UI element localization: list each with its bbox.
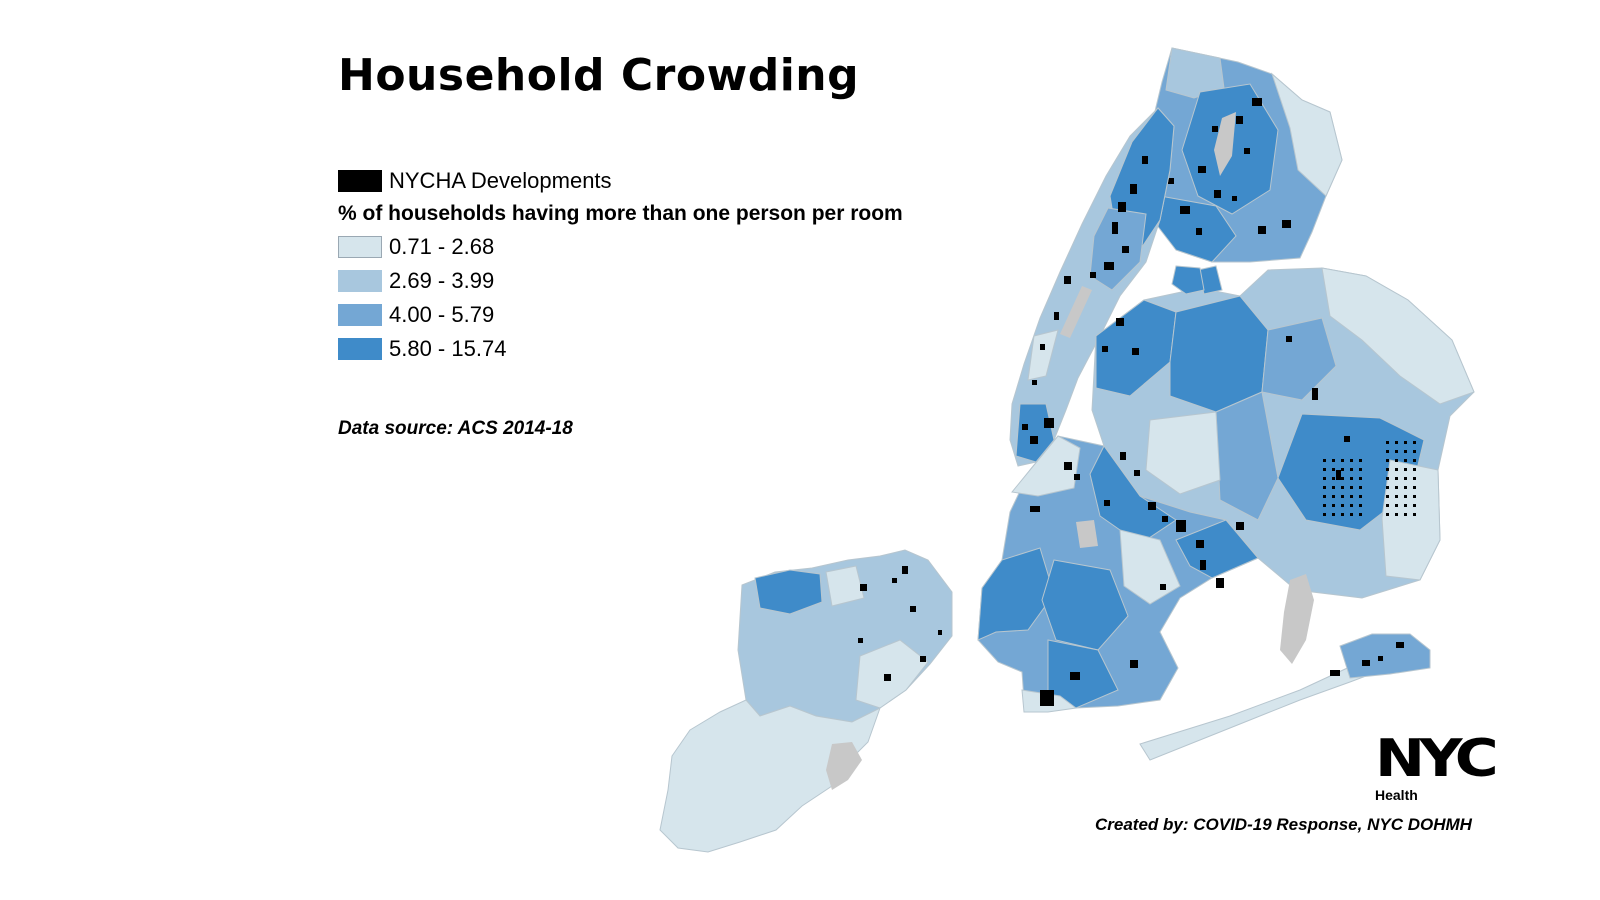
borough-staten-island: [659, 549, 953, 853]
rockaway-peninsula: [1139, 633, 1431, 761]
si-fresh-kills: [826, 742, 862, 790]
nycha-label: NYCHA Developments: [389, 168, 612, 193]
brooklyn-southeast-dark: [1175, 519, 1259, 579]
queens-airport-jfk: [1280, 574, 1314, 664]
class-1-swatch: [338, 236, 382, 258]
manhattan-central-park: [1060, 286, 1092, 338]
manhattan-west-light: [1027, 329, 1059, 381]
queens-nycha: [1102, 318, 1350, 480]
borough-bronx: [1139, 47, 1343, 263]
nyc-health-logo: NYC Health: [1375, 733, 1515, 803]
data-source: Data source: ACS 2014-18: [338, 418, 573, 439]
brooklyn-sunset-dark: [977, 547, 1055, 641]
borough-brooklyn: [977, 435, 1259, 713]
nycha-swatch: [338, 170, 382, 192]
si-nycha: [858, 566, 942, 681]
legend-item-class-1: 0.71 - 2.68: [338, 230, 998, 264]
legend-item-class-2: 2.69 - 3.99: [338, 264, 998, 298]
map-title: Household Crowding: [338, 50, 860, 101]
queens-northeast-light: [1321, 267, 1475, 405]
queens-south-mid: [1215, 391, 1279, 521]
si-mid-light: [825, 565, 865, 607]
bronx-northeast-light: [1270, 72, 1343, 197]
legend-item-class-3: 4.00 - 5.79: [338, 298, 998, 332]
legend-item-nycha: NYCHA Developments: [338, 164, 998, 198]
legend-heading: % of households having more than one per…: [338, 202, 903, 225]
legend-item-class-4: 5.80 - 15.74: [338, 332, 998, 366]
nyc-logo-mark: NYC: [1375, 729, 1499, 789]
queens-ridgewood-light: [1145, 411, 1221, 495]
rikers-island: [1171, 265, 1205, 295]
bronx-nycha: [1168, 98, 1291, 235]
si-northwest: [754, 569, 823, 615]
class-3-swatch: [338, 304, 382, 326]
borough-queens: [1091, 265, 1475, 664]
legend: NYCHA Developments % of households havin…: [338, 164, 998, 366]
class-2-swatch: [338, 270, 382, 292]
rockaway-nycha: [1330, 642, 1404, 676]
class-3-label: 4.00 - 5.79: [389, 302, 495, 327]
manhattan-nycha: [1022, 156, 1148, 444]
queens-corona-dark: [1169, 295, 1269, 413]
map-credit: Created by: COVID-19 Response, NYC DOHMH: [1095, 815, 1472, 834]
queens-central-mid: [1261, 317, 1337, 401]
bronx-park: [1214, 112, 1236, 176]
class-1-label: 0.71 - 2.68: [389, 234, 495, 259]
brooklyn-nycha: [1030, 452, 1244, 706]
nyc-logo-subtitle: Health: [1375, 787, 1418, 803]
rockaway-east-dark: [1339, 633, 1431, 679]
class-2-label: 2.69 - 3.99: [389, 268, 495, 293]
brooklyn-northwest-light: [1011, 435, 1081, 497]
class-4-label: 5.80 - 15.74: [389, 336, 507, 361]
si-east-shore: [855, 639, 929, 709]
class-4-swatch: [338, 338, 382, 360]
borough-manhattan: [1009, 107, 1175, 467]
brooklyn-park: [1076, 520, 1098, 548]
queens-nycha-cluster: [1318, 436, 1420, 516]
